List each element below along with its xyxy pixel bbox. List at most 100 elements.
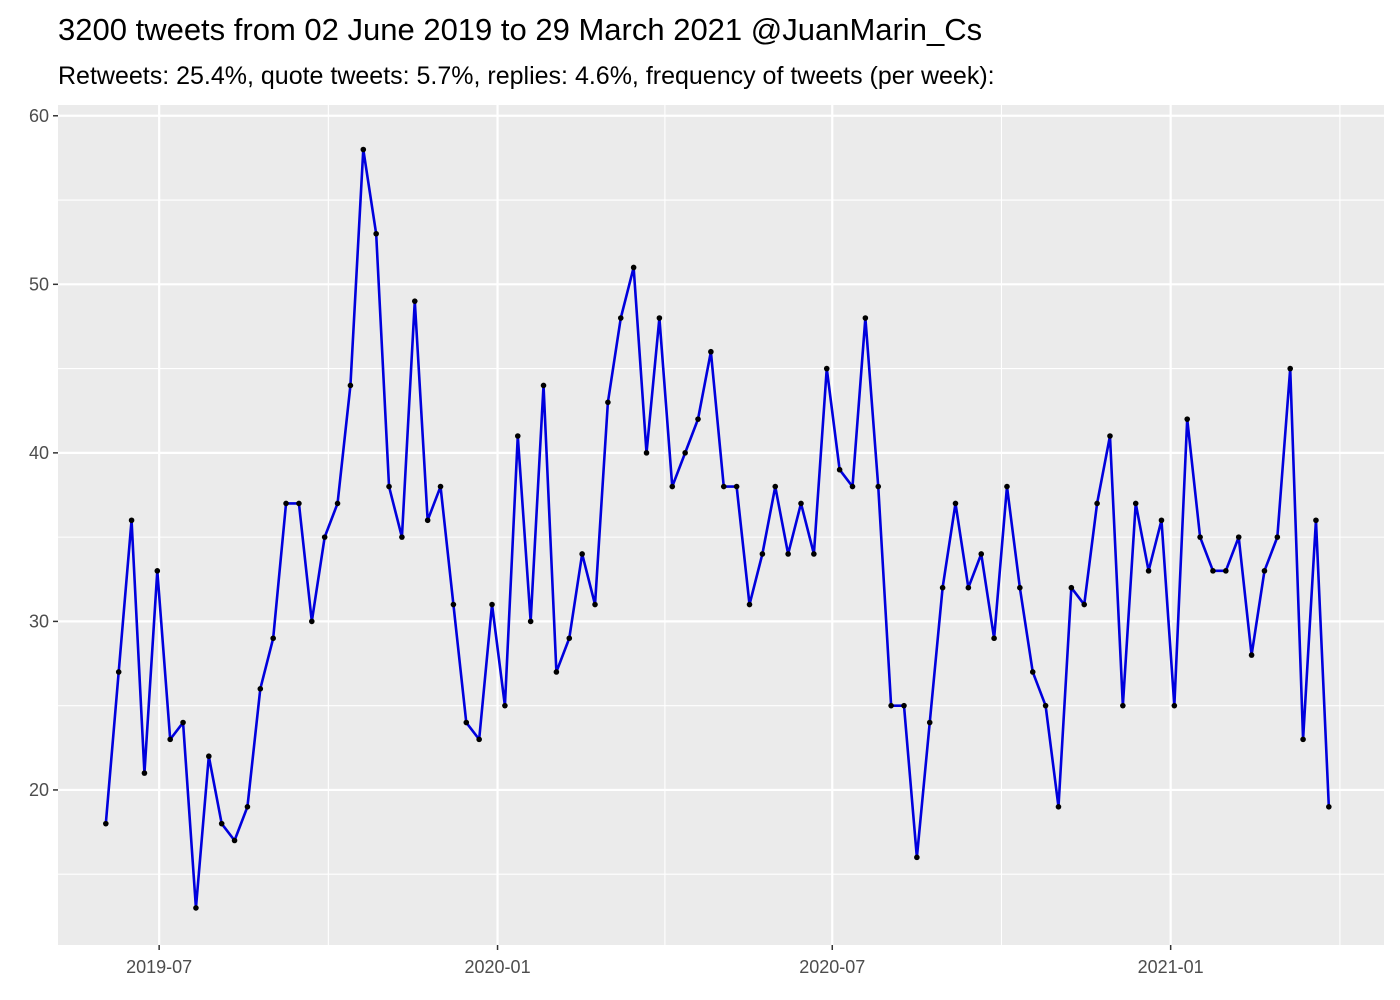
data-point: [128, 517, 135, 524]
data-point: [708, 348, 714, 355]
data-point: [605, 399, 611, 406]
data-point: [386, 483, 392, 490]
data-point: [141, 770, 148, 776]
data-point: [669, 483, 676, 490]
data-point: [1197, 534, 1203, 540]
data-point: [656, 315, 663, 321]
data-point: [527, 618, 534, 625]
data-point: [1120, 702, 1126, 709]
y-tick-label: 50: [29, 274, 49, 294]
axis-ticks: [53, 115, 1172, 950]
data-point: [347, 382, 354, 389]
data-point: [1261, 568, 1268, 574]
data-point: [1158, 517, 1165, 524]
data-point: [888, 702, 894, 709]
data-point: [1326, 803, 1332, 810]
x-tick-label: 2020-07: [799, 957, 865, 977]
data-point: [1171, 702, 1178, 709]
data-point: [180, 719, 186, 726]
data-point: [1068, 584, 1075, 591]
data-point: [244, 803, 251, 810]
data-point: [991, 635, 997, 642]
data-point: [1107, 433, 1113, 439]
data-point: [1017, 584, 1023, 591]
data-point: [308, 618, 315, 625]
data-point: [1004, 483, 1010, 490]
data-point: [1094, 500, 1100, 507]
data-point: [772, 483, 779, 490]
data-point: [836, 466, 843, 473]
data-point: [579, 551, 585, 557]
data-point: [643, 450, 650, 456]
x-tick-label: 2021-01: [1138, 957, 1204, 977]
data-point: [617, 315, 624, 321]
data-point: [450, 601, 457, 608]
data-point: [1313, 517, 1319, 524]
data-point: [566, 635, 573, 642]
data-point: [540, 382, 547, 389]
data-point: [514, 433, 521, 439]
data-point: [103, 820, 109, 827]
data-point: [630, 264, 637, 271]
data-point: [926, 719, 933, 726]
data-point: [849, 483, 856, 490]
data-point: [811, 551, 817, 557]
data-points: [103, 146, 1332, 911]
data-point: [682, 450, 688, 456]
data-point: [1055, 803, 1062, 810]
data-point: [695, 416, 701, 422]
y-tick-label: 40: [29, 443, 49, 463]
data-point: [1223, 568, 1229, 574]
data-point: [399, 534, 405, 540]
data-point: [411, 298, 418, 304]
data-point: [875, 483, 882, 490]
data-point: [1248, 652, 1255, 658]
y-tick-label: 60: [29, 106, 49, 126]
y-axis-labels: 20 30 40 50 60: [29, 106, 49, 800]
x-tick-label: 2019-07: [126, 957, 192, 977]
data-point: [952, 500, 959, 507]
data-point: [193, 905, 199, 911]
x-tick-label: 2020-01: [465, 957, 531, 977]
data-point: [746, 601, 753, 608]
data-point: [206, 753, 212, 760]
minor-gridlines: [58, 105, 1384, 945]
data-point: [553, 669, 560, 675]
data-point: [1184, 416, 1191, 422]
data-point: [901, 702, 907, 709]
data-point: [1235, 534, 1242, 540]
data-point: [373, 230, 379, 237]
data-point: [218, 820, 225, 827]
data-point: [321, 534, 328, 540]
chart-subtitle: Retweets: 25.4%, quote tweets: 5.7%, rep…: [58, 62, 995, 90]
y-tick-label: 30: [29, 611, 49, 631]
x-axis-labels: 2019-07 2020-01 2020-07 2021-01: [126, 957, 1204, 977]
data-point: [115, 669, 122, 675]
data-point: [1300, 736, 1306, 743]
data-point: [270, 635, 276, 642]
data-point: [167, 736, 173, 743]
y-tick-label: 20: [29, 780, 49, 800]
data-point: [283, 500, 289, 507]
data-point: [1029, 669, 1036, 675]
data-point: [334, 500, 341, 507]
series-line: [104, 148, 1331, 910]
data-point: [231, 837, 238, 844]
data-point: [1042, 702, 1049, 709]
data-point: [489, 601, 495, 608]
data-point: [965, 584, 972, 591]
data-point: [939, 584, 946, 591]
data-point: [476, 736, 482, 743]
data-point: [733, 483, 740, 490]
data-point: [463, 719, 470, 726]
data-point: [1145, 568, 1152, 574]
data-point: [360, 146, 367, 153]
data-point: [1287, 365, 1294, 372]
data-point: [296, 500, 302, 507]
data-point: [785, 551, 791, 557]
data-point: [798, 500, 804, 507]
data-point: [720, 483, 727, 490]
data-point: [502, 702, 508, 709]
plot-panel: [58, 105, 1384, 945]
